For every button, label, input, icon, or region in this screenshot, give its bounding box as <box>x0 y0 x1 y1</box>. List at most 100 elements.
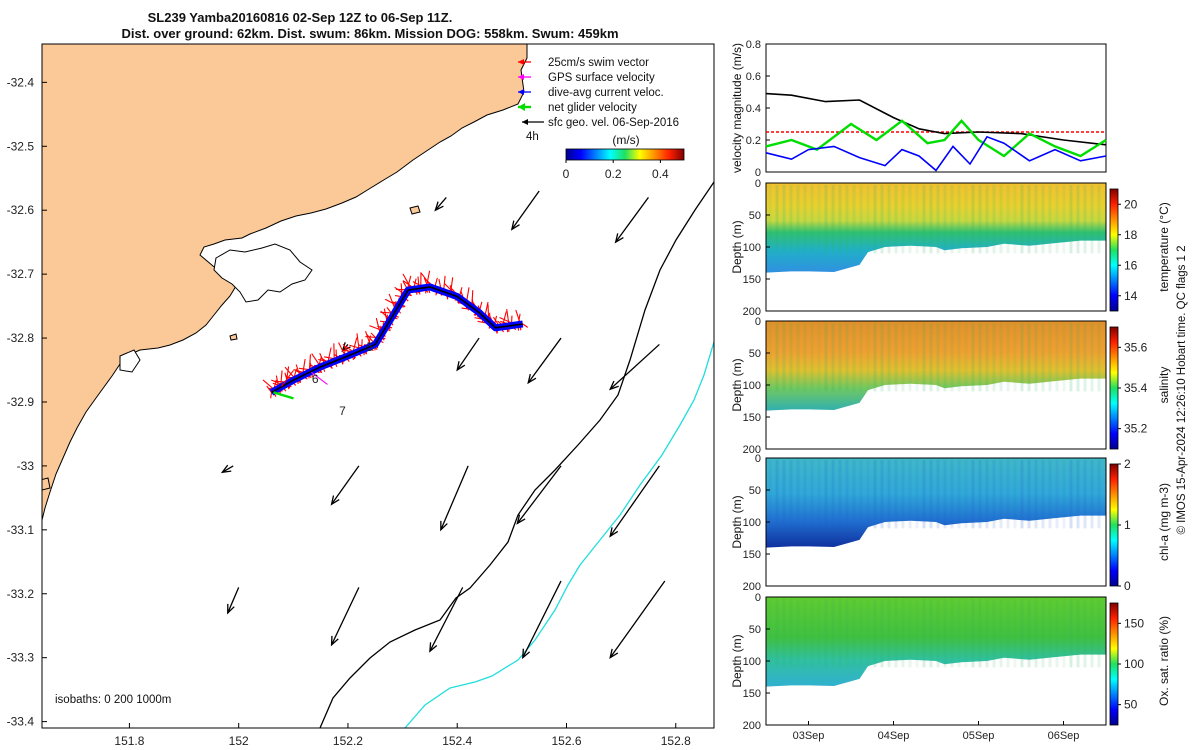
map-frame <box>41 43 715 729</box>
section-colorbar-tick-label: 18 <box>1124 228 1138 242</box>
map-legend: 25cm/s swim vector GPS surface velocity … <box>518 57 679 143</box>
section-colorbar-tick-label: 14 <box>1124 289 1138 303</box>
section-y-tick-label: 200 <box>743 306 761 318</box>
section-y-tick-label: 150 <box>743 412 761 424</box>
section-colorbar-tick-label: 20 <box>1124 197 1138 211</box>
geo-vector-arrow <box>527 337 562 385</box>
geo-vector-arrow <box>220 464 234 474</box>
velocity-series-line <box>765 135 1107 172</box>
section-colorbar-tick-label: 150 <box>1124 616 1144 630</box>
geo-vector-arrow <box>510 190 540 231</box>
svg-text:sfc geo. vel. 06-Sep-2016: sfc geo. vel. 06-Sep-2016 <box>548 117 679 129</box>
section-x-tick-label: 05Sep <box>963 730 995 742</box>
legend-item-gps: GPS surface velocity <box>518 72 655 84</box>
section-y-tick-label: 150 <box>743 549 761 561</box>
isobaths-label: isobaths: 0 200 1000m <box>55 694 171 706</box>
map-colorbar-tick-label: 0.2 <box>605 167 622 181</box>
geo-vector-arrow <box>330 465 360 506</box>
section-panel-chl-a: 0 50 100 150 200 Depth (m) 0 1 2 chl-a (mg m-3) <box>730 453 1171 593</box>
section-panel-salinity: 0 50 100 150 200 Depth (m) 35.2 35.4 35.6 salinit… <box>730 316 1171 456</box>
section-colorbar <box>1109 463 1119 587</box>
day-label: 7 <box>339 404 346 418</box>
map-x-tick-label: 152 <box>229 734 249 748</box>
swim-vector-arrow <box>281 370 294 387</box>
section-y-tick-label: 50 <box>749 348 761 360</box>
geo-vector-arrow <box>456 337 480 372</box>
velocity-panel: 0 0.2 0.4 0.6 0.8 velocity magnitude (m/s) <box>730 39 1107 179</box>
map-y-tick-label: -33 <box>17 459 35 473</box>
day-labels: 5 6 7 <box>312 340 374 418</box>
svg-text:25cm/s swim vector: 25cm/s swim vector <box>548 57 649 69</box>
section-colorbar-tick-label: 100 <box>1124 657 1144 671</box>
section-colorbar-tick-label: 35.2 <box>1124 422 1148 436</box>
section-colorbar-tick-label: 50 <box>1124 698 1138 712</box>
velocity-series <box>765 92 1107 172</box>
section-colorbar-label: Ox. sat. ratio (%) <box>1157 616 1171 706</box>
map-y-tick-label: -32.8 <box>7 331 35 345</box>
section-field-oxygen <box>766 597 1106 687</box>
section-y-tick-label: 200 <box>743 720 761 732</box>
section-field-chl-a <box>766 458 1106 548</box>
section-colorbar-tick-label: 35.4 <box>1124 381 1148 395</box>
velocity-y-tick-label: 0.4 <box>746 103 761 115</box>
day-label: 6 <box>312 372 319 386</box>
svg-text:GPS surface velocity: GPS surface velocity <box>548 72 655 84</box>
legend-item-swim: 25cm/s swim vector <box>518 57 649 69</box>
section-x-tick-label: 06Sep <box>1048 730 1080 742</box>
section-y-tick-label: 50 <box>749 624 761 636</box>
map-x-tick-label: 152.6 <box>551 734 581 748</box>
section-panel-oxygen: 0 50 100 150 200 Depth (m) 50 100 150 Ox. sat. ra… <box>730 592 1171 742</box>
lake-water <box>119 349 141 373</box>
island <box>409 205 421 215</box>
section-y-tick-label: 100 <box>743 380 761 392</box>
velocity-series-line <box>765 118 1107 158</box>
section-y-tick-label: 100 <box>743 242 761 254</box>
island <box>42 477 51 491</box>
credit-line: © IMOS 15-Apr-2024 12:26:10 Hobart time.… <box>1176 245 1188 534</box>
map-y-tick-label: -32.7 <box>7 267 35 281</box>
section-colorbar-tick-label: 2 <box>1124 457 1131 471</box>
section-colorbar-label: temperature (°C) <box>1157 202 1171 292</box>
legend-item-net: net glider velocity <box>518 102 637 114</box>
section-colorbar <box>1109 326 1119 450</box>
map-colorbar: (m/s) 0 0.2 0.4 <box>563 133 685 181</box>
geo-vector-arrow <box>614 197 649 244</box>
map-x-tick-label: 152.8 <box>661 734 691 748</box>
geo-velocity-vectors <box>220 190 666 660</box>
velocity-y-tick-label: 0.8 <box>746 39 761 51</box>
geo-vector-arrow <box>440 465 469 532</box>
map-y-tick-label: -32.5 <box>7 139 35 153</box>
geo-vector-arrow <box>608 343 660 391</box>
velocity-ylabel: velocity magnitude (m/s) <box>730 43 744 173</box>
section-colorbar-tick-label: 0 <box>1124 579 1131 593</box>
section-colorbar-tick-label: 1 <box>1124 518 1131 532</box>
section-ylabel: Depth (m) <box>730 495 744 548</box>
geo-vector-arrow <box>609 465 660 538</box>
map-x-tick-label: 151.8 <box>114 734 144 748</box>
gps-velocity-arrow <box>311 371 328 385</box>
section-x-tick-label: 04Sep <box>878 730 910 742</box>
section-colorbar <box>1109 602 1119 726</box>
figure-title-line1: SL239 Yamba20160816 02-Sep 12Z to 06-Sep… <box>148 10 453 25</box>
map-y-tick-label: -33.4 <box>7 715 35 729</box>
section-y-tick-label: 0 <box>755 453 761 465</box>
map-y-tick-label: -32.9 <box>7 395 35 409</box>
section-colorbar-tick-label: 35.6 <box>1124 340 1148 354</box>
section-ylabel: Depth (m) <box>730 358 744 411</box>
velocity-y-tick-label: 0.2 <box>746 135 761 147</box>
net-velocity-arrow <box>273 391 294 400</box>
section-colorbar-tick-label: 16 <box>1124 258 1138 272</box>
section-y-tick-label: 200 <box>743 444 761 456</box>
map-x-tick-label: 152.4 <box>442 734 472 748</box>
island <box>229 333 238 341</box>
section-y-tick-label: 50 <box>749 485 761 497</box>
figure-title-line2: Dist. over ground: 62km. Dist. swum: 86k… <box>121 26 618 41</box>
day-label: 5 <box>366 340 373 354</box>
section-y-tick-label: 100 <box>743 656 761 668</box>
isobath-200m <box>319 181 714 728</box>
section-y-tick-label: 200 <box>743 581 761 593</box>
legend-scale-label: 4h <box>526 131 539 143</box>
velocity-y-tick-label: 0 <box>755 167 761 179</box>
map-panel: -32.4 -32.5 -32.6 -32.7 -32.8 -32.9 -33 -33.1 -3… <box>7 43 715 748</box>
